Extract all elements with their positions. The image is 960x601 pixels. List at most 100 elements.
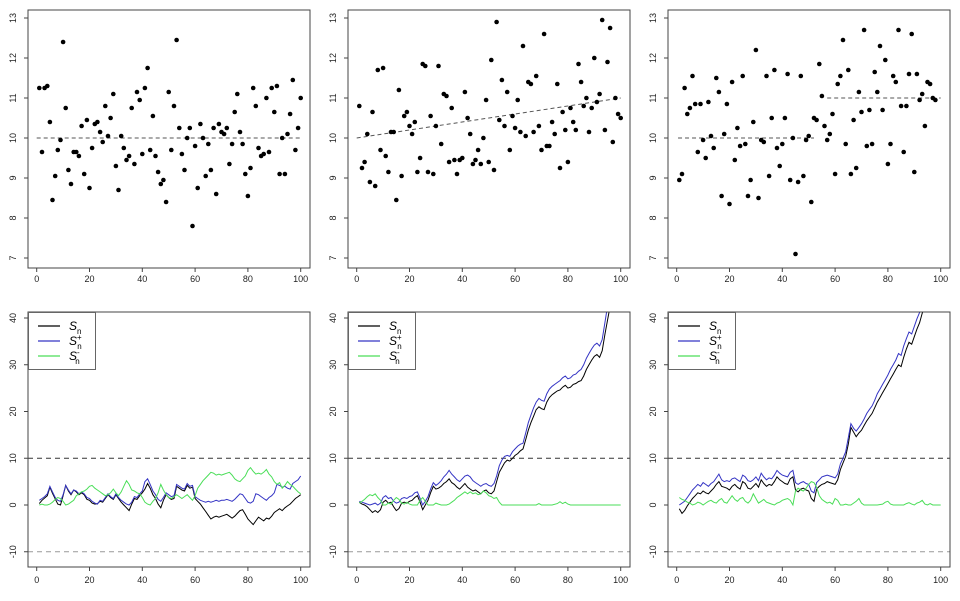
y-tick-label: 9 xyxy=(8,175,18,180)
y-tick-label: 30 xyxy=(328,360,338,370)
series-line-Sn- xyxy=(359,490,621,506)
y-axis: -10 0 10 20 30 40 xyxy=(8,313,28,558)
x-tick-label: 0 xyxy=(674,575,679,585)
y-tick-label: -10 xyxy=(328,545,338,558)
scatter-step-change-svg: 0 20 40 60 80 100 7 8 9 10 11 12 13 xyxy=(648,9,951,284)
x-tick-label: 40 xyxy=(137,575,147,585)
x-tick-label: 40 xyxy=(777,274,787,284)
y-tick-label: 20 xyxy=(328,406,338,416)
legend-label: Sn xyxy=(69,319,81,336)
x-tick-label: 60 xyxy=(830,274,840,284)
legend-label: S+ n xyxy=(69,333,82,351)
legend-label: S-n xyxy=(389,348,400,366)
x-axis: 0 20 40 60 80 100 xyxy=(34,268,308,284)
y-tick-label: 11 xyxy=(648,93,658,102)
y-axis: 7 8 9 10 11 12 13 xyxy=(328,13,348,261)
y-tick-label: 40 xyxy=(328,313,338,323)
y-tick-label: 20 xyxy=(648,406,658,416)
legend: SnS+ nS-n xyxy=(28,312,96,370)
x-tick-label: 0 xyxy=(674,274,679,284)
y-tick-label: 10 xyxy=(328,133,338,143)
x-tick-label: 20 xyxy=(404,274,414,284)
y-tick-label: 10 xyxy=(8,133,18,143)
y-tick-label: 7 xyxy=(328,255,338,260)
x-tick-label: 80 xyxy=(883,274,893,284)
y-tick-label: 13 xyxy=(648,13,658,23)
mean-reference-line xyxy=(356,97,621,139)
cusum-step-change-svg: 0 20 40 60 80 100 -10 0 10 20 30 40 SnS+ nS-n xyxy=(648,311,951,585)
panel-scatter-in-control: 0 20 40 60 80 100 7 8 9 10 11 12 13 xyxy=(0,0,320,290)
legend: SnS+ nS-n xyxy=(668,312,736,370)
legend-label: S-n xyxy=(69,348,80,366)
legend-label: S+ n xyxy=(389,333,402,351)
y-tick-label: 10 xyxy=(8,453,18,463)
x-axis: 0 20 40 60 80 100 xyxy=(354,567,628,585)
x-tick-label: 0 xyxy=(34,575,39,585)
y-axis: -10 0 10 20 30 40 xyxy=(648,313,668,558)
data-points xyxy=(677,27,938,257)
y-tick-label: 13 xyxy=(328,13,338,23)
y-tick-label: 20 xyxy=(8,406,18,416)
y-tick-label: 7 xyxy=(8,255,18,260)
x-tick-label: 40 xyxy=(457,575,467,585)
y-tick-label: 12 xyxy=(328,53,338,63)
y-tick-label: 12 xyxy=(8,53,18,63)
plot-box xyxy=(667,9,951,269)
x-tick-label: 100 xyxy=(613,274,628,284)
legend-label: Sn xyxy=(709,319,721,336)
x-tick-label: 100 xyxy=(293,575,308,585)
cusum-in-control-svg: 0 20 40 60 80 100 -10 0 10 20 30 40 SnS+ nS-n xyxy=(8,311,311,585)
x-tick-label: 80 xyxy=(563,575,573,585)
series-line-Sn xyxy=(678,312,924,515)
y-tick-label: 0 xyxy=(328,502,338,507)
y-tick-label: 40 xyxy=(8,313,18,323)
data-points xyxy=(37,37,304,229)
x-tick-label: 40 xyxy=(137,274,147,284)
x-tick-label: 0 xyxy=(354,575,359,585)
series-line-Sn+ xyxy=(39,475,302,506)
series-line-Sn- xyxy=(679,481,941,507)
x-tick-label: 20 xyxy=(724,274,734,284)
y-tick-label: 12 xyxy=(648,53,658,63)
x-axis: 0 20 40 60 80 100 xyxy=(674,567,948,585)
panel-cusum-drift: 0 20 40 60 80 100 -10 0 10 20 30 40 Sn S+ n S-n xyxy=(320,290,640,601)
series-line-Sn xyxy=(38,482,301,526)
y-tick-label: 0 xyxy=(648,502,658,507)
y-tick-label: 8 xyxy=(648,215,658,220)
x-axis: 0 20 40 60 80 100 xyxy=(34,567,308,585)
x-tick-label: 80 xyxy=(563,274,573,284)
y-tick-label: 8 xyxy=(8,215,18,220)
cusum-drift-svg: 0 20 40 60 80 100 -10 0 10 20 30 40 SnS+ nS-n xyxy=(328,311,631,585)
y-tick-label: -10 xyxy=(648,545,658,558)
legend-label: Sn xyxy=(389,319,401,336)
x-tick-label: 40 xyxy=(457,274,467,284)
y-tick-label: 30 xyxy=(648,360,658,370)
y-tick-label: 8 xyxy=(328,215,338,220)
x-tick-label: 40 xyxy=(777,575,787,585)
panel-cusum-in-control: 0 20 40 60 80 100 -10 0 10 20 30 40 Sn S+ n S-n xyxy=(0,290,320,601)
x-tick-label: 80 xyxy=(243,274,253,284)
y-tick-label: -10 xyxy=(8,545,18,558)
data-points xyxy=(357,17,623,203)
y-tick-label: 13 xyxy=(8,13,18,23)
x-tick-label: 60 xyxy=(190,575,200,585)
plot-box xyxy=(347,9,631,269)
y-tick-label: 11 xyxy=(328,93,338,102)
x-tick-label: 80 xyxy=(883,575,893,585)
scatter-drift-svg: 0 20 40 60 80 100 7 8 9 10 11 12 13 xyxy=(328,9,631,284)
x-tick-label: 60 xyxy=(510,274,520,284)
y-tick-label: 11 xyxy=(8,93,18,102)
y-tick-label: 9 xyxy=(648,175,658,180)
x-tick-label: 20 xyxy=(84,274,94,284)
x-tick-label: 100 xyxy=(933,575,948,585)
legend: SnS+ nS-n xyxy=(348,312,416,370)
scatter-in-control-svg: 0 20 40 60 80 100 7 8 9 10 11 12 13 xyxy=(8,9,311,284)
legend-label: S-n xyxy=(709,348,720,366)
x-tick-label: 60 xyxy=(830,575,840,585)
y-tick-label: 10 xyxy=(648,133,658,143)
y-axis: 7 8 9 10 11 12 13 xyxy=(8,13,28,261)
y-tick-label: 9 xyxy=(328,175,338,180)
plot-box xyxy=(27,311,311,568)
